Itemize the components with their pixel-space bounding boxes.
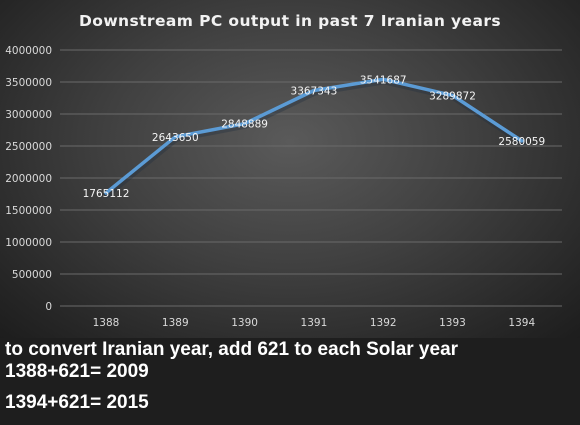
data-label: 1765112 [83,188,130,200]
conversion-note: to convert Iranian year, add 621 to each… [5,339,459,360]
y-tick-label: 2000000 [5,173,52,185]
y-tick-label: 4000000 [5,45,52,57]
notes-section: to convert Iranian year, add 621 to each… [0,338,580,425]
y-tick-label: 3000000 [5,109,52,121]
line-chart: Downstream PC output in past 7 Iranian y… [5,12,562,329]
data-label: 3367343 [291,85,338,97]
data-label: 3541687 [360,74,407,86]
series-line [104,77,524,195]
chart-title: Downstream PC output in past 7 Iranian y… [79,12,501,30]
x-tick-label: 1389 [162,317,189,329]
x-tick-label: 1390 [231,317,258,329]
y-tick-label: 1000000 [5,237,52,249]
x-tick-label: 1394 [508,317,535,329]
data-label: 2643650 [152,132,199,144]
x-axis-ticks: 1388 1389 1390 1391 1392 1393 1394 [93,317,536,329]
data-labels: 1765112 2643650 2848889 3367343 3541687 32898… [83,74,546,200]
y-tick-label: 2500000 [5,141,52,153]
conversion-example-start: 1388+621= 2009 [5,361,149,382]
x-tick-label: 1392 [370,317,397,329]
x-tick-label: 1393 [439,317,466,329]
x-tick-label: 1391 [301,317,328,329]
y-tick-label: 1500000 [5,205,52,217]
y-axis-ticks: 0 500000 1000000 1500000 2000000 2500000 30000… [5,45,52,313]
y-tick-label: 500000 [12,269,52,281]
x-tick-label: 1388 [93,317,120,329]
series-line-group [104,77,526,198]
data-label: 2848889 [221,119,268,131]
data-label: 2580059 [498,136,545,148]
chart-panel: Downstream PC output in past 7 Iranian y… [0,0,580,338]
conversion-example-end: 1394+621= 2015 [5,392,149,413]
y-tick-label: 3500000 [5,77,52,89]
data-label: 3289872 [429,90,476,102]
gridlines [60,49,562,307]
y-tick-label: 0 [45,301,52,313]
